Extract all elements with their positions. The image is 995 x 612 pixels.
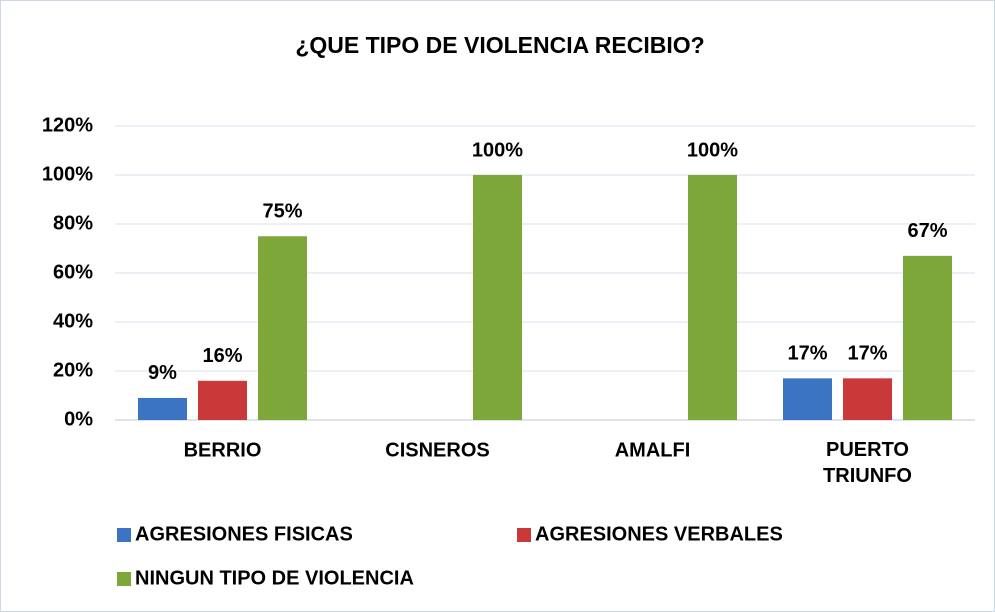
bar bbox=[783, 378, 832, 420]
legend-label: AGRESIONES VERBALES bbox=[535, 523, 783, 545]
data-label: 9% bbox=[148, 362, 177, 384]
y-tick-label: 80% bbox=[53, 212, 93, 234]
data-label: 17% bbox=[787, 343, 827, 365]
data-label: 67% bbox=[907, 220, 947, 242]
chart-title: ¿QUE TIPO DE VIOLENCIA RECIBIO? bbox=[295, 32, 704, 58]
data-label: 100% bbox=[472, 139, 523, 161]
y-tick-label: 20% bbox=[53, 359, 93, 381]
bar bbox=[258, 236, 307, 420]
data-label: 100% bbox=[687, 139, 738, 161]
y-tick-label: 60% bbox=[53, 261, 93, 283]
legend-swatch bbox=[117, 528, 131, 542]
data-label: 16% bbox=[202, 345, 242, 367]
y-tick-label: 40% bbox=[53, 310, 93, 332]
legend-label: NINGUN TIPO DE VIOLENCIA bbox=[135, 567, 414, 589]
legend-label: AGRESIONES FISICAS bbox=[135, 523, 353, 545]
x-tick-label: BERRIO bbox=[184, 439, 262, 461]
legend-swatch bbox=[517, 528, 531, 542]
x-tick-label: AMALFI bbox=[615, 439, 691, 461]
data-label: 75% bbox=[262, 201, 302, 223]
y-tick-label: 100% bbox=[42, 163, 93, 185]
bar bbox=[138, 397, 187, 420]
y-tick-label: 120% bbox=[42, 114, 93, 136]
legend-swatch bbox=[117, 572, 131, 586]
data-label: 17% bbox=[847, 343, 887, 365]
x-tick-label: PUERTO TRIUNFO bbox=[823, 439, 912, 487]
x-tick-label: CISNEROS bbox=[385, 439, 489, 461]
bar bbox=[198, 380, 247, 420]
bar bbox=[843, 378, 892, 420]
y-tick-label: 0% bbox=[64, 408, 93, 430]
bar bbox=[688, 175, 737, 420]
bar bbox=[903, 255, 952, 420]
bar bbox=[473, 175, 522, 420]
